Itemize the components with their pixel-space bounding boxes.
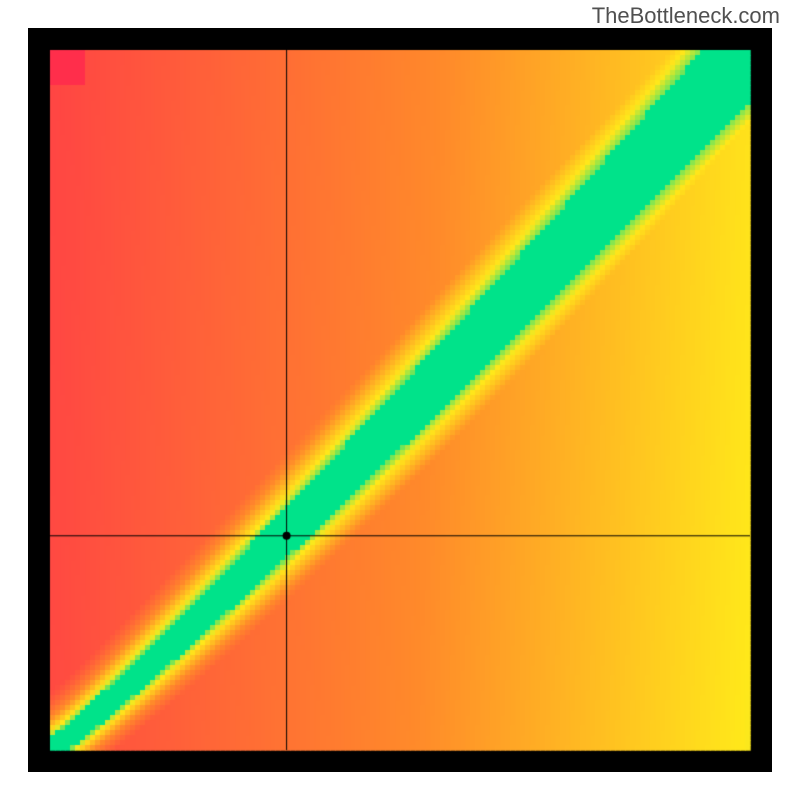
heatmap-canvas [28, 28, 772, 772]
chart-frame [28, 28, 772, 772]
watermark-text: TheBottleneck.com [592, 3, 780, 29]
